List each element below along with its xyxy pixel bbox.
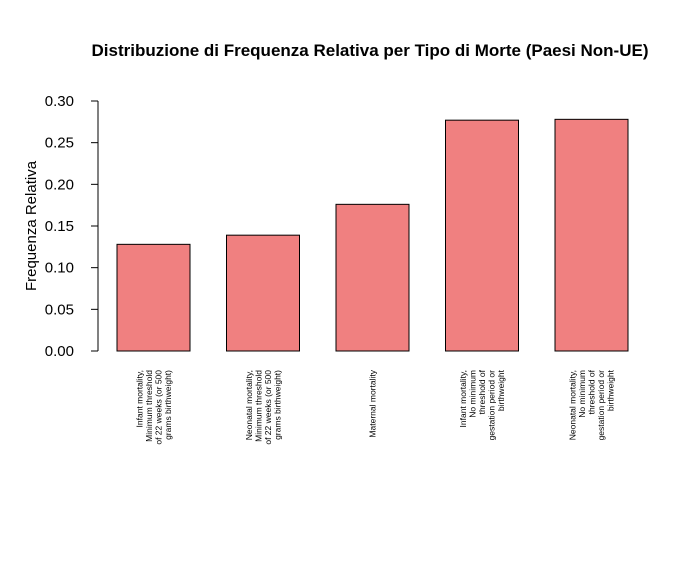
x-tick-label-line: Minimum threshold	[144, 370, 154, 442]
chart-title: Distribuzione di Frequenza Relativa per …	[92, 41, 649, 60]
x-tick-label-line: of 22 weeks (or 500	[263, 370, 273, 445]
x-tick-label-line: Infant mortality,	[458, 370, 468, 427]
y-axis: 0.00 0.05 0.10 0.15 0.20 0.25 0.30	[45, 93, 99, 360]
bar	[116, 243, 191, 352]
x-tick-label-line: birthweight	[606, 369, 616, 411]
x-tick-label-line: threshold of	[587, 369, 597, 414]
x-tick-label-line: birthweight	[496, 369, 506, 411]
x-tick-label: Neonatal mortality,Minimum thresholdof 2…	[244, 370, 283, 445]
y-tick-label: 0.25	[45, 135, 74, 152]
x-tick-label-line: of 22 weeks (or 500	[153, 370, 163, 445]
x-tick-label-line: Maternal mortality	[368, 369, 378, 437]
bar	[335, 203, 410, 352]
x-tick-label-line: threshold of	[477, 369, 487, 414]
bars	[116, 118, 629, 352]
y-tick-label: 0.10	[45, 260, 74, 277]
x-tick-label-line: Neonatal mortality,	[244, 370, 254, 440]
bar	[554, 118, 629, 352]
x-axis-labels: Infant mortality,Minimum thresholdof 22 …	[134, 369, 615, 444]
y-tick-label: 0.00	[45, 343, 74, 360]
x-tick-label: Infant mortality,Minimum thresholdof 22 …	[134, 370, 173, 445]
x-tick-label-line: gestation period or	[596, 370, 606, 441]
y-tick-label: 0.30	[45, 93, 74, 110]
x-tick-label-line: grams birthweight)	[163, 370, 173, 440]
y-tick-label: 0.20	[45, 176, 74, 193]
x-tick-label: Infant mortality,No minimumthreshold ofg…	[458, 369, 506, 440]
x-tick-label-line: gestation period or	[487, 370, 497, 441]
x-tick-label: Maternal mortality	[368, 369, 378, 437]
x-tick-label-line: grams birthweight)	[272, 370, 282, 440]
bar	[226, 234, 300, 352]
y-axis-label: Frequenza Relativa	[23, 160, 40, 291]
x-tick-label: Neonatal mortality,No minimumthreshold o…	[568, 369, 616, 440]
x-tick-label-line: No minimum	[577, 370, 587, 418]
x-tick-label-line: Minimum threshold	[253, 370, 263, 442]
x-tick-label-line: Infant mortality,	[134, 370, 144, 427]
x-tick-label-line: No minimum	[468, 370, 478, 418]
bar	[445, 119, 519, 352]
x-tick-label-line: Neonatal mortality,	[568, 370, 578, 440]
y-tick-label: 0.05	[45, 301, 74, 318]
y-tick-label: 0.15	[45, 218, 74, 235]
